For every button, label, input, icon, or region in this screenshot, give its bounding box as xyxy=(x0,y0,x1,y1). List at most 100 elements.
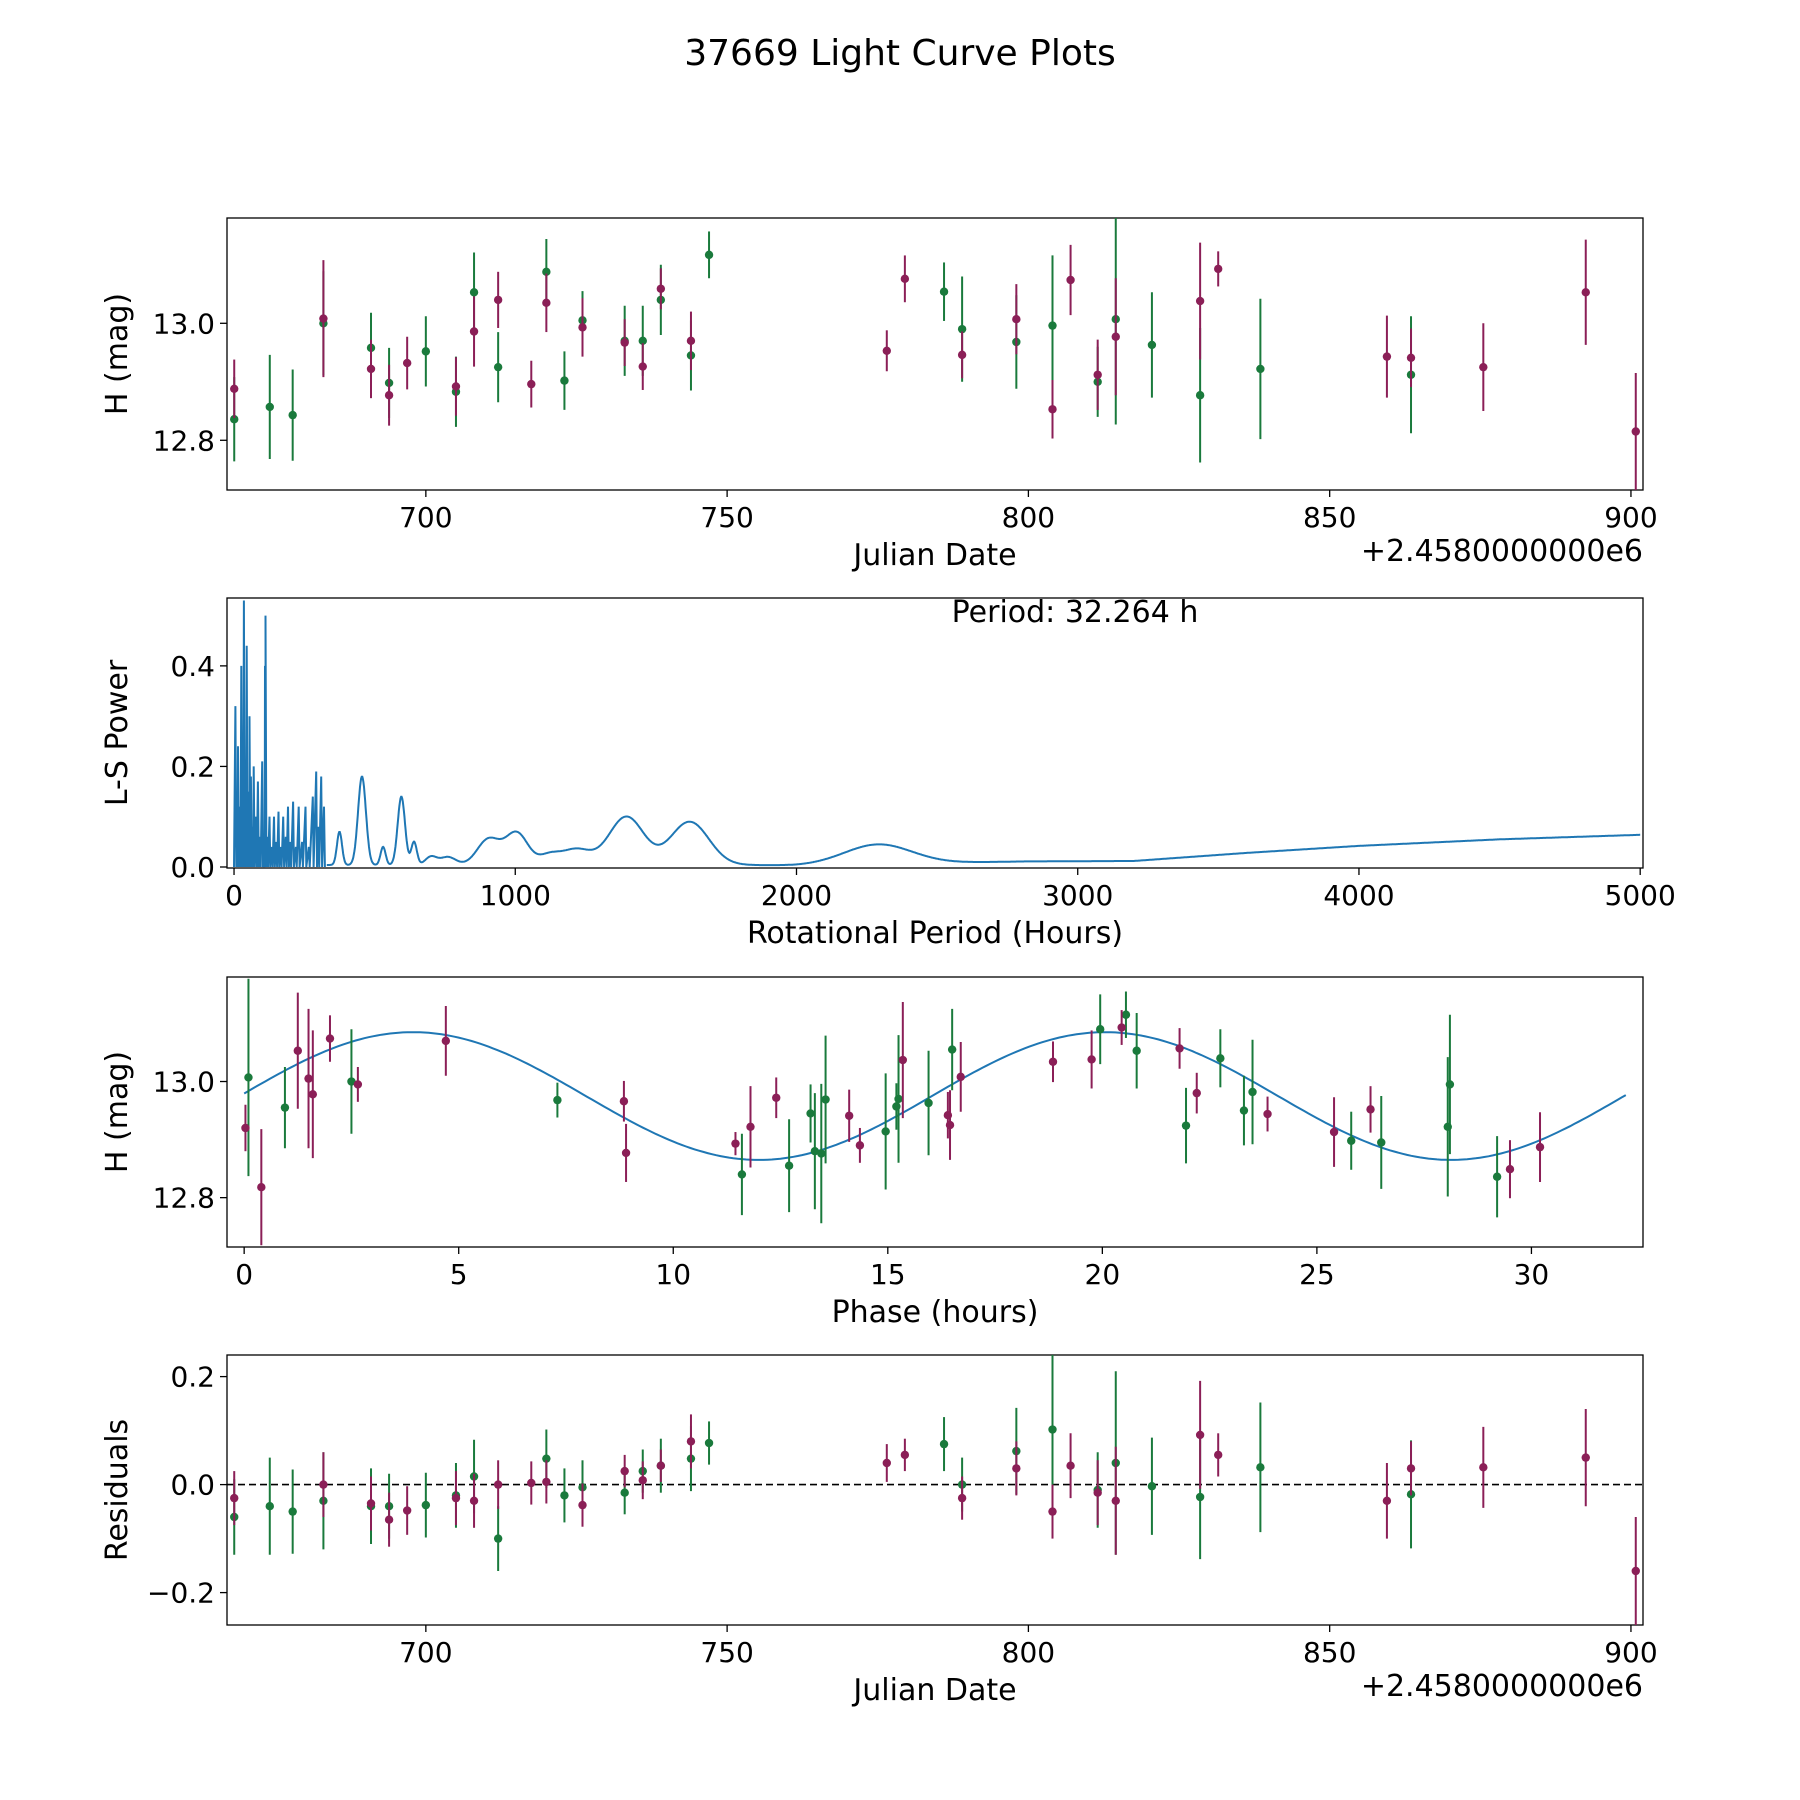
x-tick-label: 800 xyxy=(1002,1636,1055,1669)
data-point xyxy=(578,323,587,332)
data-point xyxy=(441,1036,451,1046)
data-point xyxy=(542,298,551,308)
data-point xyxy=(527,1478,536,1488)
data-point xyxy=(844,1111,854,1120)
data-point xyxy=(1329,1127,1339,1137)
data-point xyxy=(957,1493,967,1503)
data-point xyxy=(527,379,536,389)
data-point xyxy=(304,1074,313,1083)
data-point xyxy=(542,1454,551,1463)
data-point xyxy=(1147,340,1157,350)
data-point xyxy=(1256,364,1265,374)
x-tick-label: 1000 xyxy=(480,879,551,912)
y-axis-label: L-S Power xyxy=(100,659,135,806)
data-point xyxy=(1147,1482,1157,1491)
data-point xyxy=(493,295,503,305)
data-point xyxy=(244,1073,253,1082)
y-tick-label: 0.0 xyxy=(170,851,215,884)
data-point xyxy=(821,1095,830,1104)
data-point xyxy=(1406,353,1416,363)
data-point xyxy=(619,1097,629,1106)
data-point xyxy=(882,346,891,355)
data-point xyxy=(810,1146,820,1156)
data-point xyxy=(731,1139,740,1148)
x-tick-label: 5 xyxy=(450,1258,468,1291)
data-point xyxy=(620,338,629,347)
data-point xyxy=(366,1499,376,1508)
data-point xyxy=(956,1072,965,1082)
data-point xyxy=(1492,1172,1502,1181)
data-point xyxy=(230,415,239,424)
data-point xyxy=(308,1090,318,1099)
data-point xyxy=(1121,1010,1131,1019)
data-points xyxy=(230,1355,1640,1625)
data-point xyxy=(1181,1121,1191,1130)
data-point xyxy=(900,1450,910,1460)
data-point xyxy=(620,1488,629,1497)
data-point xyxy=(1048,1507,1057,1516)
data-point xyxy=(560,1491,569,1500)
x-tick-label: 10 xyxy=(655,1258,691,1291)
data-point xyxy=(957,324,967,334)
data-point xyxy=(1012,1464,1021,1473)
data-point xyxy=(1117,1023,1126,1032)
x-tick-label: 0 xyxy=(235,1258,253,1291)
data-point xyxy=(384,1515,394,1524)
plot-frame xyxy=(226,1354,1644,1626)
panel-lightcurve: 700 750 800 850 900 12.8 13.0 Julian Date H (mag… xyxy=(100,217,1658,573)
data-point xyxy=(621,1148,631,1158)
data-point xyxy=(939,287,949,296)
data-point xyxy=(469,1496,479,1506)
data-point xyxy=(1066,1461,1075,1470)
data-point xyxy=(293,1046,302,1055)
x-tick-label: 750 xyxy=(700,501,753,534)
y-axis-label: H (mag) xyxy=(100,293,135,415)
data-point xyxy=(1479,1463,1488,1472)
plot-frame xyxy=(226,217,1644,491)
data-point xyxy=(1087,1055,1096,1064)
data-point xyxy=(1132,1046,1141,1055)
data-point xyxy=(1048,321,1057,330)
data-point xyxy=(945,1120,955,1130)
y-tick-label: 0.2 xyxy=(170,750,215,783)
data-point xyxy=(402,1506,412,1515)
data-point xyxy=(746,1122,755,1132)
data-point xyxy=(1263,1109,1272,1119)
data-point xyxy=(1093,370,1102,379)
x-tick-label: 0 xyxy=(225,879,243,912)
x-axis-label: Phase (hours) xyxy=(832,1295,1039,1330)
data-point xyxy=(881,1127,890,1136)
data-point xyxy=(772,1093,781,1102)
panel-periodogram: 0 1000 2000 3000 4000 5000 0.0 0.2 0.4 Rotational… xyxy=(100,595,1676,951)
plot-frame xyxy=(226,597,1644,869)
data-point xyxy=(451,382,461,391)
data-point xyxy=(241,1123,250,1133)
data-point xyxy=(1048,1425,1057,1434)
data-point xyxy=(620,1466,629,1476)
data-point xyxy=(402,358,412,368)
y-axis-label: Residuals xyxy=(100,1419,135,1561)
data-point xyxy=(384,391,394,400)
x-tick-label: 20 xyxy=(1085,1258,1121,1291)
x-tick-label: 800 xyxy=(1002,501,1055,534)
data-point xyxy=(1195,1492,1205,1502)
data-point xyxy=(1248,1087,1257,1097)
data-point xyxy=(578,1500,587,1510)
data-point xyxy=(265,1502,274,1511)
x-tick-label: 3000 xyxy=(1042,879,1113,912)
data-point xyxy=(1066,275,1075,285)
data-point xyxy=(957,350,967,360)
data-point xyxy=(924,1098,933,1108)
data-point xyxy=(366,364,376,374)
data-point xyxy=(560,376,569,385)
data-point xyxy=(1096,1025,1105,1034)
data-point xyxy=(493,1480,503,1489)
data-point xyxy=(686,1437,696,1446)
data-point xyxy=(1631,1566,1640,1576)
plot-frame xyxy=(226,976,1644,1248)
data-point xyxy=(257,1182,266,1192)
x-tick-label: 850 xyxy=(1303,501,1356,534)
y-tick-label: 13.0 xyxy=(153,1066,215,1099)
data-point xyxy=(1216,1054,1225,1063)
